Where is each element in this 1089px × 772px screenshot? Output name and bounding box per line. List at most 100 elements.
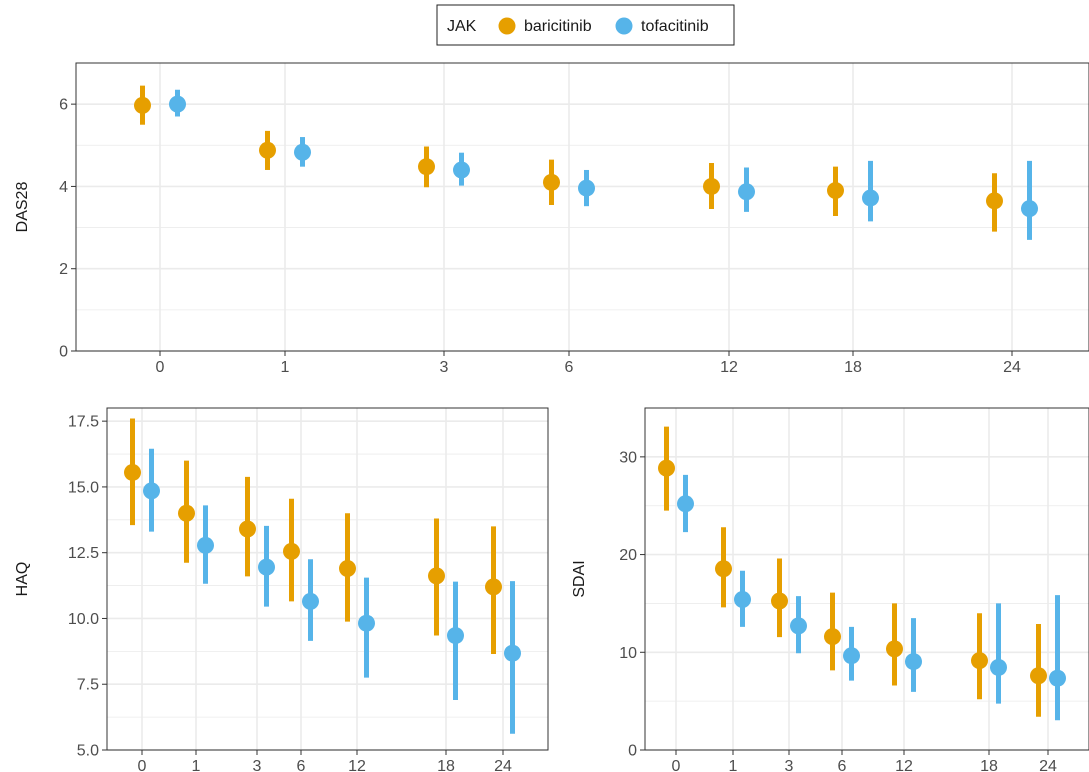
- das28-baricitinib-point: [418, 158, 435, 176]
- das28-x-tick-label: 24: [1003, 359, 1021, 376]
- sdai-x-tick-label: 18: [980, 758, 998, 772]
- das28-series: [134, 85, 1038, 240]
- das28-tofacitinib-point: [738, 183, 755, 201]
- panel-sdai: 0 10 20 30 0 1 3 6 12 18 24 SDAI: [571, 407, 1089, 772]
- sdai-tofacitinib-point: [734, 591, 751, 609]
- haq-baricitinib-point: [239, 520, 256, 538]
- haq-tofacitinib-point: [197, 536, 214, 554]
- sdai-baricitinib-point: [771, 592, 788, 610]
- sdai-tofacitinib-point: [905, 653, 922, 671]
- das28-panel-border: [75, 62, 1089, 352]
- haq-tofacitinib-point: [302, 592, 319, 610]
- das28-x-tick-label: 18: [844, 359, 862, 376]
- sdai-plot-background: [645, 408, 1089, 750]
- das28-x-tick-label: 3: [440, 359, 449, 376]
- das28-baricitinib-point: [259, 141, 276, 159]
- sdai-y-tick-label: 20: [619, 547, 637, 564]
- das28-baricitinib-point: [134, 96, 151, 114]
- haq-y-tick-label: 7.5: [77, 677, 99, 694]
- haq-y-tick-label: 10.0: [68, 611, 99, 628]
- haq-panel-border: [106, 407, 549, 751]
- haq-y-axis-title: HAQ: [14, 562, 31, 597]
- legend: JAK baricitinib tofacitinib: [436, 4, 735, 46]
- das28-tofacitinib-point: [294, 143, 311, 161]
- haq-x-tick-label: 6: [297, 758, 306, 772]
- sdai-x-tick-label: 1: [729, 758, 738, 772]
- das28-grid: [76, 62, 1089, 352]
- sdai-baricitinib-point: [1030, 667, 1047, 685]
- haq-tofacitinib-point: [143, 482, 160, 500]
- das28-x-tick-label: 6: [565, 359, 574, 376]
- haq-grid: [107, 408, 548, 751]
- das28-baricitinib-point: [986, 192, 1003, 210]
- sdai-panel-border: [644, 407, 1089, 751]
- haq-x-tick-label: 0: [138, 758, 147, 772]
- sdai-baricitinib-point: [886, 640, 903, 658]
- haq-baricitinib-point: [428, 567, 445, 585]
- das28-y-tick-label: 2: [59, 261, 68, 278]
- haq-y-tick-label: 12.5: [68, 545, 99, 562]
- das28-tofacitinib-point: [862, 189, 879, 207]
- panel-haq: 5.0 7.5 10.0 12.5 15.0 17.5 0 1 3 6 12 18 24 HAQ: [14, 407, 549, 772]
- das28-tofacitinib-point: [578, 179, 595, 197]
- sdai-baricitinib-point: [971, 652, 988, 670]
- sdai-x-tick-label: 24: [1039, 758, 1057, 772]
- legend-box: [436, 4, 735, 46]
- das28-x-tick-label: 0: [156, 359, 165, 376]
- haq-x-tick-label: 1: [192, 758, 201, 772]
- sdai-x-tick-label: 0: [672, 758, 681, 772]
- haq-baricitinib-point: [485, 578, 502, 596]
- haq-y-tick-label: 5.0: [77, 743, 99, 760]
- legend-key-tofacitinib: [615, 17, 633, 35]
- haq-tofacitinib-point: [447, 627, 464, 645]
- haq-y-tick-label: 15.0: [68, 479, 99, 496]
- sdai-tofacitinib-point: [990, 658, 1007, 676]
- sdai-series: [658, 426, 1066, 721]
- legend-title: JAK: [447, 18, 477, 35]
- das28-baricitinib-point: [827, 182, 844, 200]
- sdai-baricitinib-point: [824, 628, 841, 646]
- das28-tofacitinib-point: [169, 95, 186, 113]
- sdai-y-tick-label: 30: [619, 449, 637, 466]
- sdai-x-tick-label: 3: [785, 758, 794, 772]
- sdai-baricitinib-point: [715, 560, 732, 578]
- haq-tofacitinib-point: [358, 614, 375, 632]
- sdai-y-tick-label: 0: [628, 743, 637, 760]
- haq-baricitinib-point: [178, 504, 195, 522]
- legend-label-tofacitinib: tofacitinib: [641, 18, 709, 35]
- sdai-tofacitinib-point: [1049, 669, 1066, 687]
- haq-series: [124, 418, 521, 734]
- sdai-tofacitinib-point: [790, 617, 807, 635]
- sdai-axis-ticks: 0 10 20 30 0 1 3 6 12 18 24: [619, 449, 1057, 772]
- haq-tofacitinib-point: [258, 558, 275, 576]
- haq-x-tick-label: 24: [494, 758, 512, 772]
- das28-baricitinib-point: [543, 173, 560, 191]
- haq-x-tick-label: 18: [437, 758, 455, 772]
- legend-key-baricitinib: [498, 17, 516, 35]
- sdai-baricitinib-point: [658, 459, 675, 477]
- das28-tofacitinib-point: [453, 161, 470, 179]
- das28-plot-background: [76, 63, 1089, 351]
- haq-axis-ticks: 5.0 7.5 10.0 12.5 15.0 17.5 0 1 3 6 12 18 24: [68, 414, 512, 772]
- haq-baricitinib-point: [283, 542, 300, 560]
- das28-y-tick-label: 4: [59, 179, 68, 196]
- das28-tofacitinib-point: [1021, 200, 1038, 218]
- sdai-x-tick-label: 12: [895, 758, 913, 772]
- haq-tofacitinib-point: [504, 644, 521, 662]
- sdai-x-tick-label: 6: [838, 758, 847, 772]
- sdai-tofacitinib-point: [843, 647, 860, 665]
- haq-baricitinib-point: [124, 463, 141, 481]
- das28-x-tick-label: 1: [281, 359, 290, 376]
- haq-plot-background: [107, 408, 548, 750]
- legend-label-baricitinib: baricitinib: [524, 18, 592, 35]
- das28-y-tick-label: 6: [59, 97, 68, 114]
- sdai-y-tick-label: 10: [619, 645, 637, 662]
- sdai-tofacitinib-point: [677, 495, 694, 513]
- haq-baricitinib-point: [339, 559, 356, 577]
- haq-x-tick-label: 12: [348, 758, 366, 772]
- das28-baricitinib-point: [703, 177, 720, 195]
- sdai-y-axis-title: SDAI: [571, 560, 588, 597]
